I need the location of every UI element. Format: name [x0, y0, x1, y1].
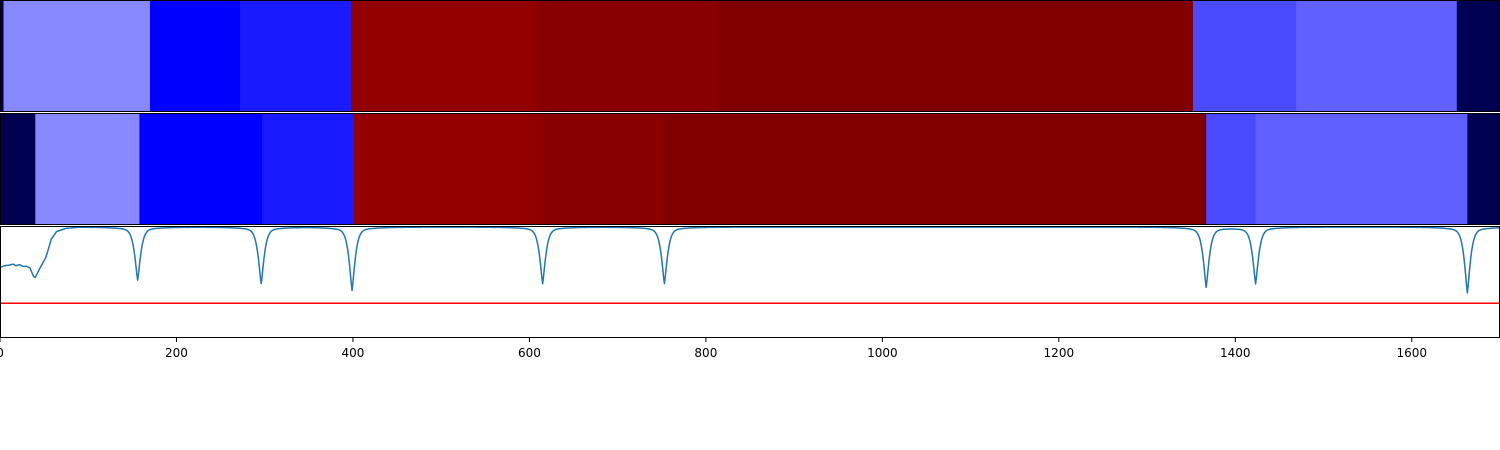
- heatmap-cell-middle-1: [35, 113, 141, 225]
- heatmap-panel-middle: [0, 113, 1500, 225]
- heatmap-cell-top-8: [1296, 0, 1458, 112]
- x-tick-label: 400: [341, 346, 364, 360]
- line-panel-bottom: [0, 226, 1500, 338]
- x-tick-label: 1400: [1220, 346, 1251, 360]
- heatmap-cell-middle-2: [139, 113, 263, 225]
- x-tick-label: 800: [694, 346, 717, 360]
- x-tick-label: 200: [165, 346, 188, 360]
- heatmap-panel-top: [0, 0, 1500, 112]
- x-tick-label: 1200: [1044, 346, 1075, 360]
- heatmap-cell-middle-0: [0, 113, 36, 225]
- heatmap-cell-top-2: [150, 0, 241, 112]
- heatmap-cell-top-7: [1192, 0, 1297, 112]
- heatmap-cell-top-6: [719, 0, 1194, 112]
- heatmap-cell-middle-9: [1467, 113, 1500, 225]
- heatmap-cell-middle-7: [1206, 113, 1257, 225]
- heatmap-cell-top-0: [0, 0, 5, 112]
- x-tick-label: 600: [518, 346, 541, 360]
- x-tick-label: 0: [0, 346, 4, 360]
- heatmap-cell-top-3: [240, 0, 352, 112]
- x-axis: 0 200 400 600 800 1000 1200 1400 1600: [0, 338, 1427, 360]
- heatmap-cell-middle-6: [665, 113, 1207, 225]
- x-tick-label: 1600: [1396, 346, 1427, 360]
- signal-line: [0, 226, 1500, 294]
- heatmap-cell-middle-3: [262, 113, 355, 225]
- heatmap-cell-middle-5: [542, 113, 666, 225]
- heatmap-cell-middle-4: [353, 113, 544, 225]
- heatmap-cell-top-5: [535, 0, 720, 112]
- panel-frame: [0, 226, 1500, 338]
- heatmap-cell-top-4: [351, 0, 537, 112]
- heatmap-cell-top-1: [3, 0, 151, 112]
- heatmap-cell-middle-8: [1255, 113, 1468, 225]
- x-tick-label: 1000: [867, 346, 898, 360]
- heatmap-cell-top-9: [1456, 0, 1500, 112]
